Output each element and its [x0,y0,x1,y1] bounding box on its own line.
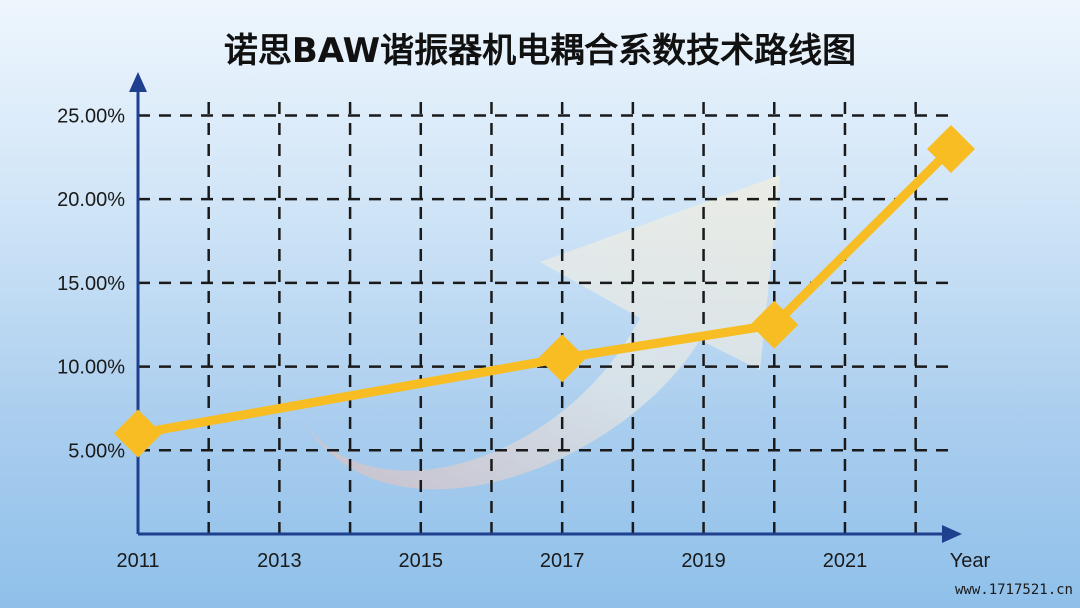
tick-labels: 2011 2013 2015 2017 2019 2021 Year 5.00% 10.00% 1… [57,105,990,572]
y-tick-label: 10.00% [57,357,125,379]
x-axis-arrowhead [942,525,962,543]
data-point-marker [927,124,975,173]
x-tick-label: 2019 [681,550,726,572]
y-tick-label: 15.00% [57,273,125,295]
x-tick-label: 2021 [823,550,868,572]
data-point-marker [114,409,162,458]
grid-lines [138,102,951,534]
data-point-marker [750,300,799,349]
y-tick-label: 5.00% [68,440,125,462]
series-line [133,144,956,439]
data-point-marker [538,334,587,383]
x-tick-label: 2013 [257,550,302,572]
axes [129,72,962,543]
x-tick-label: 2011 [116,550,159,572]
chart-title: 诺思BAW谐振器机电耦合系数技术路线图 [224,31,856,71]
x-tick-label: 2017 [540,550,585,572]
y-axis-arrowhead [129,72,147,92]
x-tick-label: 2015 [399,550,444,572]
trend-arrow-decoration [300,175,780,490]
series-layer [114,124,975,458]
watermark: www.1717521.cn [955,582,1073,598]
y-tick-label: 25.00% [57,105,125,127]
x-axis-label: Year [950,550,991,572]
y-tick-label: 20.00% [57,189,125,211]
